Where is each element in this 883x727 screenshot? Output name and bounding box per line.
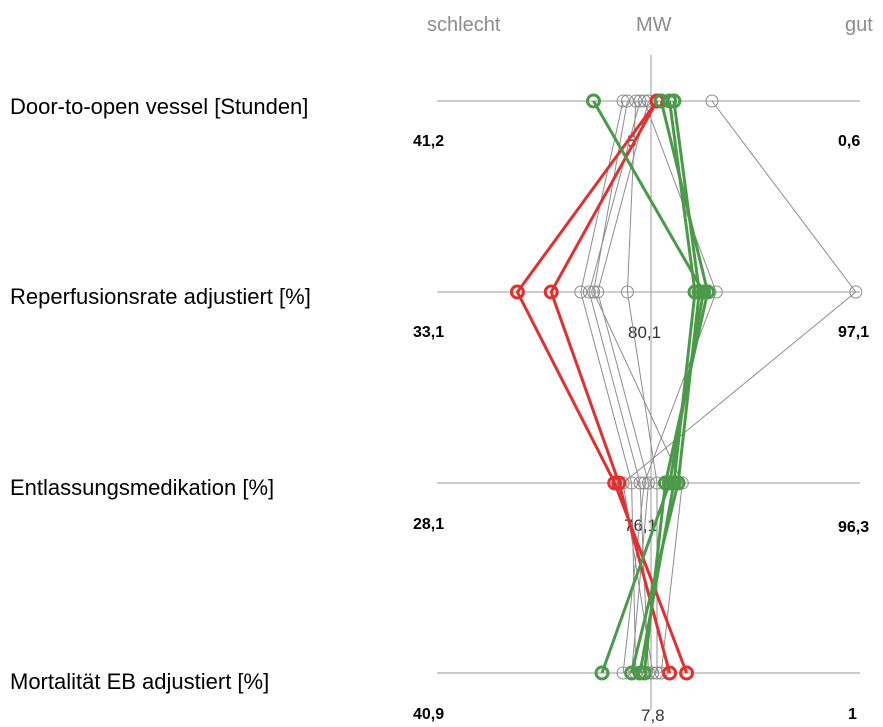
series-line-10 <box>622 100 857 674</box>
series-0-point-1 <box>509 284 525 300</box>
series-line-5 <box>642 100 710 674</box>
series-5-point-2 <box>657 475 673 491</box>
series-11-point-3 <box>654 666 668 680</box>
axis-best-0: 0,6 <box>838 133 861 150</box>
series-7-point-2 <box>633 476 647 490</box>
series-0-point-3 <box>679 665 695 681</box>
series-line-1 <box>549 100 672 674</box>
series-8-point-2 <box>642 476 655 490</box>
series-12-point-2 <box>637 476 651 490</box>
axis-mean-0: 5 <box>627 132 637 151</box>
axis-best-3: 1 <box>848 706 857 723</box>
series-2-point-3 <box>594 665 610 681</box>
axis-worst-0: 41,2 <box>413 133 445 150</box>
series-9-point-0 <box>629 94 643 108</box>
header-good: gut <box>845 14 873 36</box>
series-1-point-2 <box>611 475 627 491</box>
series-12-point-3 <box>616 666 630 680</box>
axis-best-2: 96,3 <box>838 519 870 536</box>
series-line-0 <box>515 100 689 674</box>
axis-worst-1: 33,1 <box>413 324 445 341</box>
series-11-point-0 <box>620 94 634 108</box>
axis-label-reperfusion: Reperfusionsrate adjustiert [%] <box>10 284 311 309</box>
axis-worst-2: 28,1 <box>413 516 445 533</box>
series-7-point-1 <box>582 285 596 299</box>
series-1-point-1 <box>543 284 559 300</box>
header-mean: MW <box>636 14 672 36</box>
series-4-point-0 <box>662 93 678 109</box>
series-11-point-1 <box>587 285 600 299</box>
axis-label-door-to-open: Door-to-open vessel [Stunden] <box>10 94 309 119</box>
series-5-point-1 <box>700 284 716 300</box>
series-5-point-3 <box>636 665 652 681</box>
series-1-point-3 <box>662 665 678 681</box>
header-bad: schlecht <box>427 14 501 36</box>
series-4-point-2 <box>666 475 682 491</box>
axis-best-1: 97,1 <box>838 324 870 341</box>
series-6-point-1 <box>574 285 588 299</box>
axis-worst-3: 40,9 <box>413 706 445 723</box>
series-5-point-0 <box>653 93 669 109</box>
axis-label-discharge-medication: Entlassungsmedikation [%] <box>10 475 275 500</box>
series-10-point-1 <box>849 285 863 299</box>
series-10-point-0 <box>705 94 719 108</box>
series-line-11 <box>592 100 683 674</box>
series-2-point-0 <box>586 93 601 109</box>
axis-mean-3: 7,8 <box>641 706 665 725</box>
series-line-4 <box>638 100 697 674</box>
axis-mean-1: 80,1 <box>628 323 662 342</box>
series-8-point-1 <box>591 285 605 299</box>
series-line-12 <box>622 100 717 674</box>
series-7-point-0 <box>633 94 647 108</box>
series-9-point-1 <box>620 285 634 299</box>
series-6-point-0 <box>616 94 630 108</box>
series-line-8 <box>597 100 650 674</box>
axis-label-mortality: Mortalität EB adjustiert [%] <box>10 669 270 694</box>
